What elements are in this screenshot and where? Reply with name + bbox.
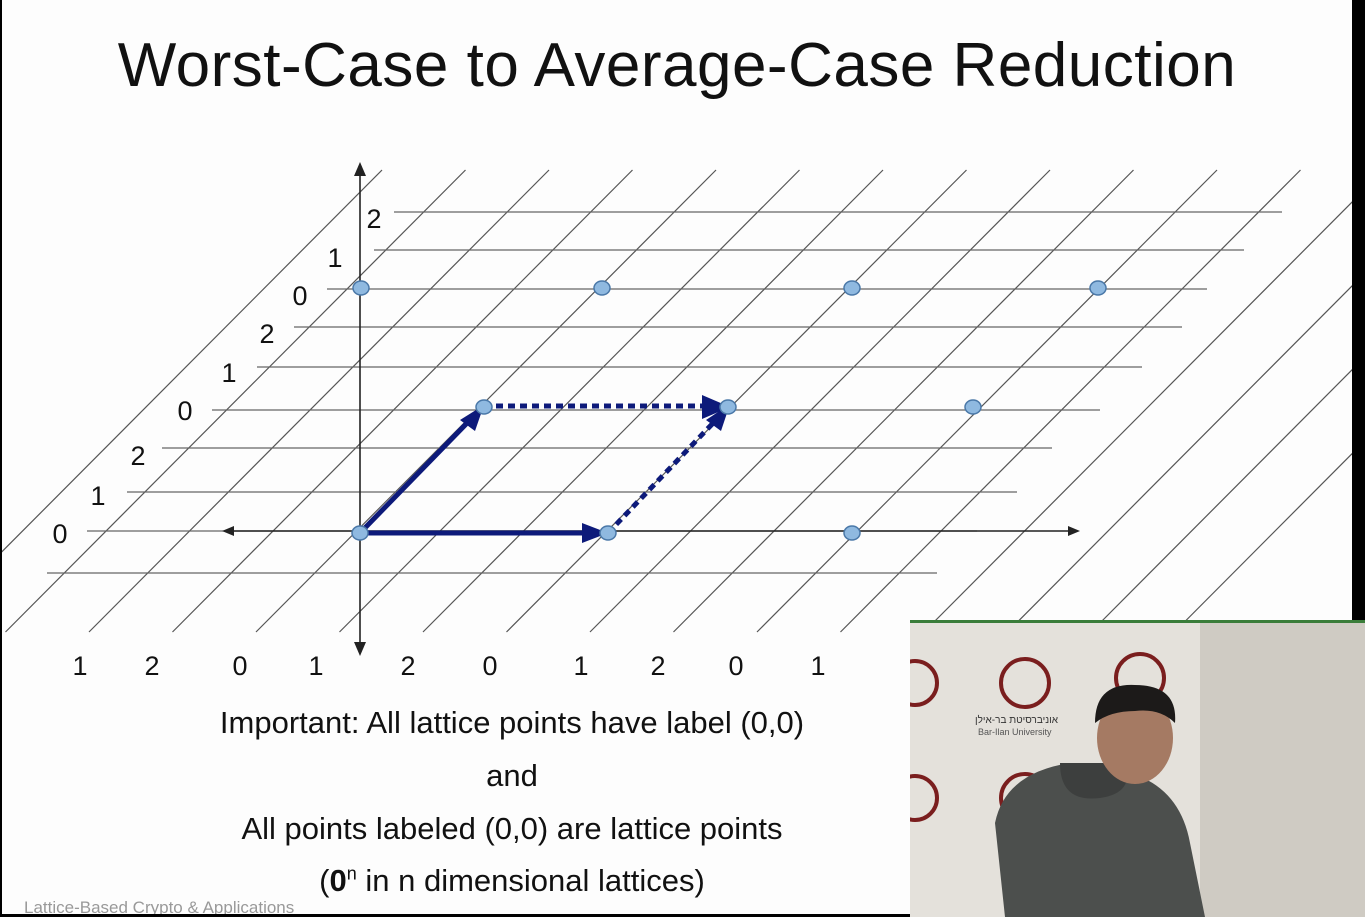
b1-arrowhead-icon [582,523,608,543]
diagonal-line [589,169,1051,633]
column-label: 2 [650,651,665,681]
basis-vector-b2 [358,418,472,535]
lattice-point [1089,280,1107,296]
row-label: 0 [177,396,192,426]
column-label: 0 [482,651,497,681]
column-label: 0 [728,651,743,681]
lattice-point [843,280,861,296]
column-labels: 1 2 0 1 2 0 1 2 0 1 [72,651,825,681]
lattice-point [593,280,611,296]
column-label: 1 [308,651,323,681]
caption-dimensional: (0n in n dimensional lattices) [172,863,852,899]
caption-and: and [486,758,538,793]
column-label: 2 [144,651,159,681]
diagonal-line [673,169,1134,633]
x-axis-arrow-left-icon [222,526,234,536]
diagonal-line [5,169,466,633]
diagonal-line [422,169,884,633]
diagonal-line [1007,285,1352,633]
diagonal-line [1090,369,1352,633]
video-frame: אוניברסיטת בר-אילן Bar-Ilan University [910,623,1365,917]
column-label: 1 [72,651,87,681]
logo-english-text: Bar-Ilan University [978,727,1052,737]
x-axis-arrow-right-icon [1068,526,1080,536]
column-label: 1 [573,651,588,681]
dashed-vector-right [606,418,718,535]
speaker-silhouette [995,684,1205,917]
caption-superscript: n [346,863,357,884]
top-dashed-arrowhead-icon [702,395,730,419]
lattice-point [475,399,493,415]
row-label: 1 [221,358,236,388]
row-label: 1 [90,481,105,511]
y-axis-arrow-up-icon [354,162,366,176]
logo-hebrew-text: אוניברסיטת בר-אילן [975,714,1059,726]
row-label: 1 [327,243,342,273]
lattice-point [964,399,982,415]
lattice-point [843,525,861,541]
row-label: 2 [259,319,274,349]
caption-rest: in n dimensional lattices) [356,863,705,898]
speaker-video: אוניברסיטת בר-אילן Bar-Ilan University [910,620,1365,917]
diagonal-line [1174,452,1352,633]
lattice-point [719,399,737,415]
column-label: 1 [810,651,825,681]
row-label: 0 [52,519,67,549]
diagonal-line [506,169,967,633]
caption-all-points: All points labeled (0,0) are lattice poi… [241,811,783,846]
row-label: 0 [292,281,307,311]
lattice-point [352,280,370,296]
diagonal-line [172,169,633,633]
footer-text: Lattice-Based Crypto & Applications [24,898,295,914]
basis-vectors [358,395,730,543]
diagonal-line [339,169,800,633]
lattice-point [599,525,617,541]
diagonal-grid-lines [2,169,1352,633]
y-axis-arrow-down-icon [354,642,366,656]
lattice-point [351,525,369,541]
diagonal-line [923,201,1352,633]
lattice-points [351,280,1107,541]
diagonal-line [2,169,383,553]
diagonal-line [840,169,1301,633]
row-label: 2 [366,204,381,234]
column-label: 0 [232,651,247,681]
horizontal-grid-lines [47,211,1282,574]
caption-open-paren: ( [319,863,330,898]
caption-zero: 0 [329,863,347,898]
row-label: 2 [130,441,145,471]
caption-important: Important: All lattice points have label… [219,705,805,740]
diagonal-line [88,169,550,633]
slide-title: Worst-Case to Average-Case Reduction [117,31,1237,100]
diagonal-line [756,169,1218,633]
column-label: 2 [400,651,415,681]
